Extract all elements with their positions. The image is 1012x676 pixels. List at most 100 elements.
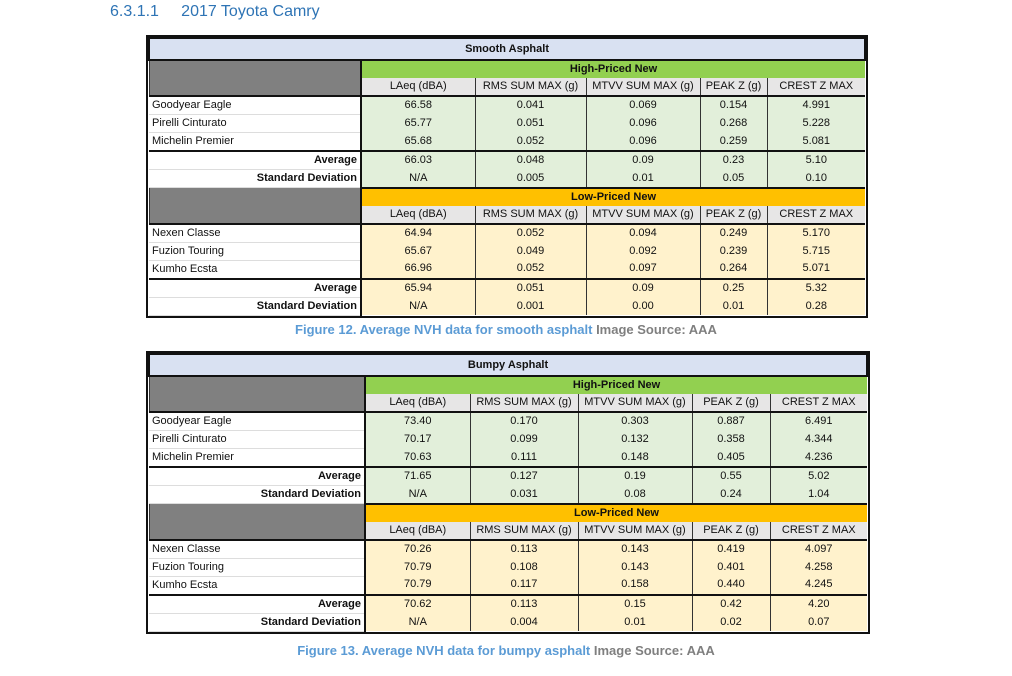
value-cell: 70.17 [364,430,470,449]
stat-row: Standard Deviation N/A 0.031 0.08 0.24 1.04 [149,485,868,504]
column-header: PEAK Z (g) [699,205,767,225]
column-header: LAeq (dBA) [360,78,475,97]
table-title: Smooth Asphalt [147,37,867,61]
table-row: Nexen Classe 64.94 0.052 0.094 0.249 5.170 [149,222,866,243]
column-header: CREST Z MAX [766,78,866,97]
value-cell: 0.049 [474,242,586,260]
value-cell: 0.096 [585,132,700,151]
tire-name: Michelin Premier [149,448,366,468]
stat-value: 0.048 [474,150,586,170]
tire-name: Fuzion Touring [149,558,366,577]
value-cell: 0.096 [585,114,700,133]
value-cell: 0.132 [577,430,692,449]
blank-header-cell [148,376,366,412]
value-cell: 0.094 [585,222,700,242]
stat-label: Standard Deviation [149,485,366,504]
table-row: Pirelli Cinturato 65.77 0.051 0.096 0.268 5.2… [149,114,866,133]
stat-value: N/A [364,613,470,631]
stat-value: 0.01 [585,169,700,188]
column-header: RMS SUM MAX (g) [474,78,586,97]
value-cell: 0.249 [699,222,767,242]
value-cell: 6.491 [769,411,868,431]
table-row: Nexen Classe 70.26 0.113 0.143 0.419 4.097 [149,538,868,559]
stat-label: Standard Deviation [149,613,366,632]
value-cell: 0.358 [691,430,770,449]
tire-name: Kumho Ecsta [149,576,366,595]
value-cell: 4.258 [769,558,868,576]
value-cell: 0.154 [699,95,767,115]
value-cell: 65.67 [360,242,475,260]
column-header: MTVV SUM MAX (g) [585,205,700,225]
value-cell: 0.401 [691,558,770,576]
stat-value: 0.00 [585,297,700,315]
value-cell: 4.245 [769,576,868,595]
value-cell: 0.099 [469,430,578,449]
tire-name: Goodyear Eagle [149,95,362,115]
table-row: Kumho Ecsta 70.79 0.117 0.158 0.440 4.245 [149,576,868,595]
tire-name: Nexen Classe [149,222,362,243]
group-row: Low-Priced New [148,502,868,540]
stat-value: 0.051 [474,277,586,297]
table-row: Goodyear Eagle 66.58 0.041 0.069 0.154 4.991 [149,95,866,115]
value-cell: 0.264 [699,260,767,279]
value-cell: 0.069 [585,95,700,115]
stat-value: 0.01 [577,613,692,631]
stat-label: Average [149,593,366,614]
value-cell: 65.77 [360,114,475,133]
value-cell: 0.108 [469,558,578,576]
column-header: PEAK Z (g) [691,394,770,413]
table-title-row: Smooth Asphalt [147,37,867,61]
stat-row: Average 70.62 0.113 0.15 0.42 4.20 [149,593,868,614]
stat-label: Average [149,466,366,486]
stat-value: 0.42 [691,593,770,613]
group-label: Low-Priced New [360,186,866,206]
value-cell: 65.68 [360,132,475,151]
value-cell: 66.58 [360,95,475,115]
group-label: Low-Priced New [364,502,868,522]
value-cell: 4.344 [769,430,868,449]
figure-12-caption: Figure 12. Average NVH data for smooth a… [0,322,1012,337]
column-header: CREST Z MAX [769,521,868,541]
caption-source: Image Source: AAA [596,322,717,337]
value-cell: 0.097 [585,260,700,279]
value-cell: 5.228 [766,114,866,133]
value-cell: 0.440 [691,576,770,595]
stat-row: Standard Deviation N/A 0.005 0.01 0.05 0.10 [149,169,866,188]
value-cell: 4.991 [766,95,866,115]
stat-value: 0.05 [699,169,767,188]
stat-row: Standard Deviation N/A 0.001 0.00 0.01 0.28 [149,297,866,316]
stat-label: Average [149,150,362,170]
stat-row: Standard Deviation N/A 0.004 0.01 0.02 0.07 [149,613,868,632]
stat-label: Standard Deviation [149,297,362,316]
stat-label: Average [149,277,362,298]
column-header-row: LAeq (dBA) RMS SUM MAX (g) MTVV SUM MAX (g… [149,205,866,225]
section-heading: 6.3.1.1 2017 Toyota Camry [110,3,320,21]
stat-value: 0.55 [691,466,770,486]
stat-value: 5.02 [769,466,868,486]
value-cell: 5.071 [766,260,866,279]
caption-text: Figure 13. Average NVH data for bumpy as… [297,643,591,658]
column-header: RMS SUM MAX (g) [469,394,578,413]
value-cell: 66.96 [360,260,475,279]
stat-value: 0.19 [577,466,692,486]
stat-value: N/A [360,297,475,315]
value-cell: 0.405 [691,448,770,467]
value-cell: 0.052 [474,260,586,279]
value-cell: 0.148 [577,448,692,467]
stat-value: 0.005 [474,169,586,188]
column-header: LAeq (dBA) [360,205,475,225]
value-cell: 0.303 [577,411,692,431]
stat-value: 66.03 [360,150,475,170]
stat-value: 71.65 [364,466,470,486]
column-header: MTVV SUM MAX (g) [577,521,692,541]
table-row: Fuzion Touring 70.79 0.108 0.143 0.401 4.258 [149,558,868,577]
value-cell: 5.715 [766,242,866,260]
tire-name: Michelin Premier [149,132,362,152]
table-row: Kumho Ecsta 66.96 0.052 0.097 0.264 5.071 [149,260,866,279]
stat-value: N/A [360,169,475,188]
value-cell: 5.081 [766,132,866,151]
tire-name: Fuzion Touring [149,242,362,261]
table-title-row: Bumpy Asphalt [147,353,869,377]
table-row: Michelin Premier 70.63 0.111 0.148 0.405 4.23… [149,448,868,468]
stat-value: 5.32 [766,277,866,297]
